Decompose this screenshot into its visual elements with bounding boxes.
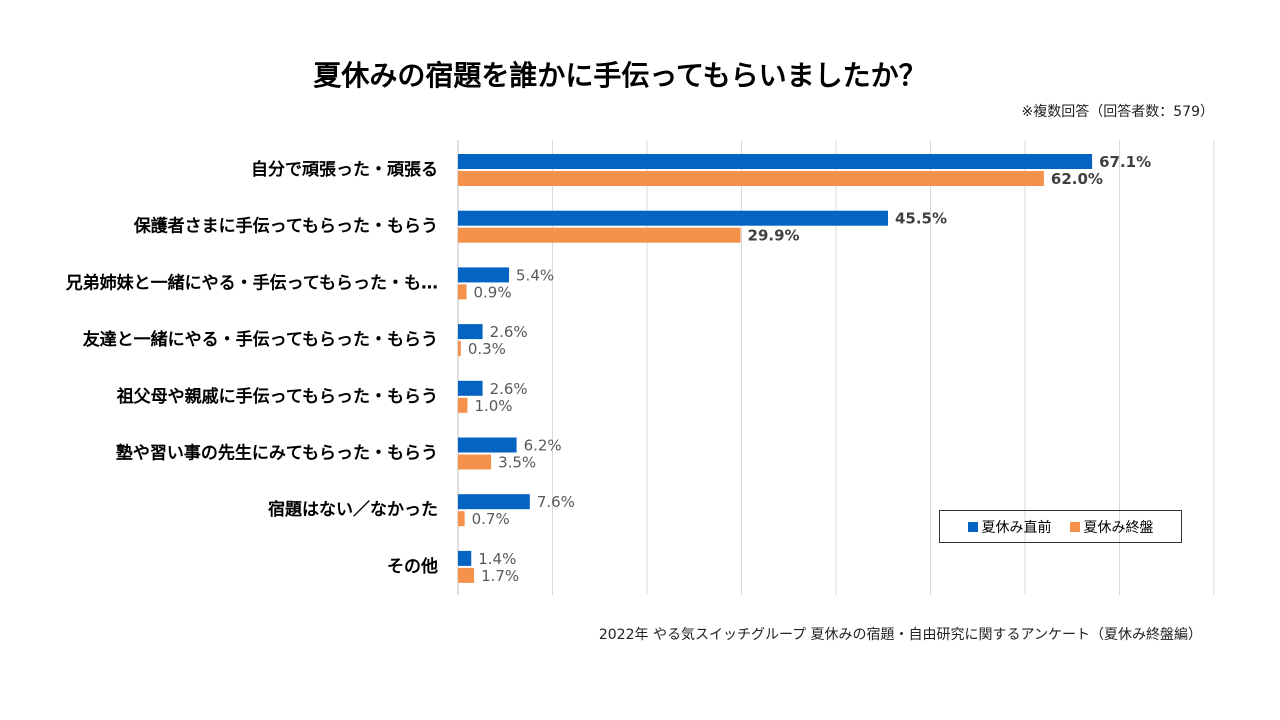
data-label: 45.5% xyxy=(895,210,947,228)
bar-0 xyxy=(458,324,483,340)
category-label: 兄弟姉妹と一緒にやる・手伝ってもらった・も… xyxy=(65,272,438,293)
category-label: 宿題はない／なかった xyxy=(268,499,438,520)
bar-0 xyxy=(458,550,472,566)
data-label: 0.9% xyxy=(474,283,512,301)
data-label: 1.7% xyxy=(481,567,519,585)
bar-1 xyxy=(458,171,1044,186)
legend-label: 夏休み終盤 xyxy=(1083,519,1154,536)
data-label: 1.0% xyxy=(474,397,512,415)
category-label: その他 xyxy=(387,556,438,577)
bar-0 xyxy=(458,494,530,510)
source-footer: 2022年 やる気スイッチグループ 夏休みの宿題・自由研究に関するアンケート（夏… xyxy=(598,627,1202,643)
bar-1 xyxy=(458,454,492,470)
bar-1 xyxy=(458,341,461,357)
legend-swatch xyxy=(967,521,978,532)
legend-label: 夏休み直前 xyxy=(981,519,1052,536)
bar-0 xyxy=(458,267,510,283)
bar-0 xyxy=(458,154,1093,169)
legend: 夏休み直前 夏休み終盤 xyxy=(939,510,1182,543)
legend-swatch xyxy=(1069,521,1080,532)
chart-title: 夏休みの宿題を誰かに手伝ってもらいましたか？ xyxy=(313,59,927,92)
data-label: 2.6% xyxy=(490,323,528,341)
category-label: 友達と一緒にやる・手伝ってもらった・もらう xyxy=(83,329,438,350)
category-label: 保護者さまに手伝ってもらった・もらう xyxy=(133,216,438,237)
category-label: 自分で頑張った・頑張る xyxy=(251,159,438,180)
data-label: 3.5% xyxy=(498,454,536,472)
bar-1 xyxy=(458,511,465,527)
bar-1 xyxy=(458,397,468,413)
data-label: 62.0% xyxy=(1051,170,1103,188)
bar-1 xyxy=(458,284,467,300)
bar-1 xyxy=(458,227,741,243)
category-label: 祖父母や親戚に手伝ってもらった・もらう xyxy=(116,386,438,407)
bar-0 xyxy=(458,210,888,226)
data-label: 2.6% xyxy=(490,380,528,398)
data-label: 0.3% xyxy=(468,340,506,358)
bar-0 xyxy=(458,380,483,396)
category-label: 塾や習い事の先生にみてもらった・もらう xyxy=(116,443,438,464)
data-label: 0.7% xyxy=(472,510,510,528)
bar-1 xyxy=(458,567,475,583)
response-note: ※複数回答（回答者数：579） xyxy=(1021,104,1214,120)
data-label: 1.4% xyxy=(478,550,516,568)
data-label: 7.6% xyxy=(537,493,575,511)
data-label: 6.2% xyxy=(524,437,562,455)
data-label: 5.4% xyxy=(516,266,554,284)
data-label: 29.9% xyxy=(748,227,800,245)
legend-item-series-1: 夏休み終盤 xyxy=(1069,517,1154,537)
data-label: 67.1% xyxy=(1099,153,1151,171)
legend-item-series-0: 夏休み直前 xyxy=(967,517,1052,537)
bar-0 xyxy=(458,437,517,453)
